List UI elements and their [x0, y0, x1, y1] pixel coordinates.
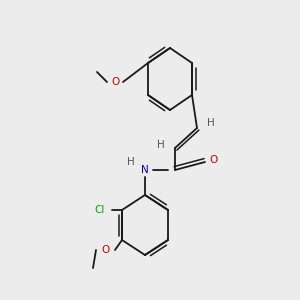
Text: H: H: [207, 118, 215, 128]
Text: H: H: [157, 140, 165, 150]
Text: Cl: Cl: [95, 205, 105, 215]
Text: O: O: [101, 245, 109, 255]
Text: N: N: [141, 165, 149, 175]
Text: O: O: [209, 155, 217, 165]
Text: H: H: [127, 157, 135, 167]
Text: O: O: [111, 77, 119, 87]
